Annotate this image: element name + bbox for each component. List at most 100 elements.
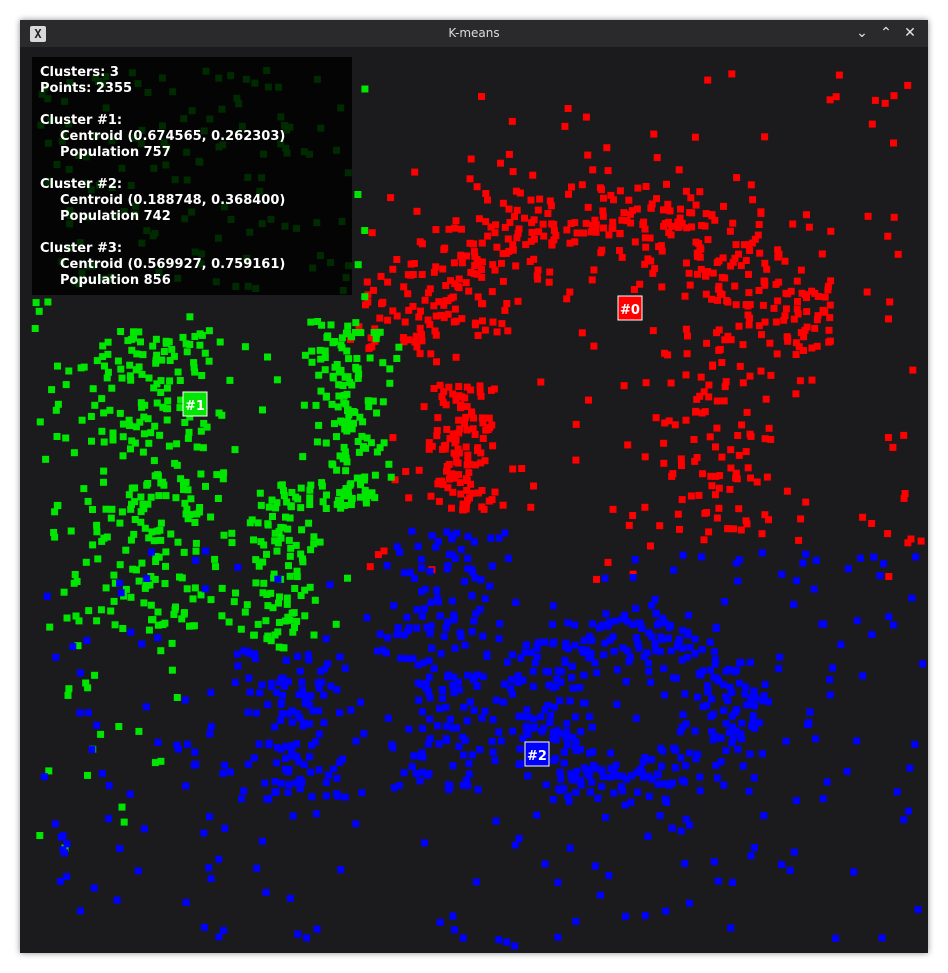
data-point: [363, 278, 371, 286]
data-point: [100, 438, 108, 446]
close-icon[interactable]: ✕: [904, 25, 916, 41]
data-point: [191, 584, 199, 592]
data-point: [650, 130, 658, 138]
data-point: [533, 644, 541, 652]
data-point: [192, 539, 200, 547]
data-point: [755, 719, 763, 727]
data-point: [792, 390, 800, 398]
data-point: [365, 344, 373, 352]
data-point: [507, 676, 515, 684]
data-point: [320, 719, 328, 727]
data-point: [686, 749, 694, 757]
data-point: [127, 628, 135, 636]
data-point: [884, 434, 892, 441]
data-point: [475, 215, 483, 223]
data-point: [153, 527, 161, 535]
data-point: [474, 786, 482, 794]
data-point: [508, 117, 516, 125]
cluster-1-header: Cluster #1:: [40, 113, 123, 128]
data-point: [652, 647, 660, 655]
data-point: [471, 252, 479, 260]
data-point: [743, 408, 751, 416]
data-point: [62, 434, 70, 442]
data-point: [718, 453, 726, 461]
data-point: [393, 256, 401, 263]
data-point: [504, 235, 512, 243]
data-point: [886, 298, 894, 306]
data-point: [313, 438, 321, 446]
data-point: [647, 542, 654, 550]
data-point: [715, 734, 723, 742]
data-point: [597, 891, 604, 899]
data-point: [150, 537, 158, 545]
data-point: [664, 351, 672, 359]
data-point: [459, 751, 467, 759]
data-point: [262, 888, 270, 896]
data-point: [321, 354, 329, 361]
data-point: [284, 525, 292, 533]
data-point: [293, 567, 301, 575]
data-point: [588, 637, 596, 645]
data-point: [151, 575, 159, 583]
data-point: [42, 455, 50, 463]
data-point: [233, 650, 241, 658]
data-point: [130, 328, 137, 336]
data-point: [196, 330, 204, 338]
data-point: [738, 421, 746, 429]
data-point: [80, 485, 88, 493]
data-point: [749, 715, 757, 723]
data-point: [93, 357, 101, 365]
data-point: [354, 438, 362, 445]
data-point: [75, 617, 83, 625]
data-point: [683, 653, 691, 661]
data-point: [359, 418, 367, 426]
data-point: [352, 319, 360, 327]
data-point: [418, 331, 425, 339]
data-point: [127, 445, 134, 453]
data-point: [709, 736, 717, 744]
data-point: [727, 446, 735, 454]
data-point: [599, 212, 607, 220]
data-point: [545, 681, 553, 689]
data-point: [481, 707, 489, 715]
data-point: [336, 758, 344, 766]
data-point: [658, 636, 666, 643]
data-point: [618, 253, 626, 261]
data-point: [345, 411, 353, 419]
data-point: [813, 342, 821, 350]
data-point: [155, 492, 163, 500]
data-point: [118, 508, 126, 516]
data-point: [157, 757, 165, 765]
data-point: [732, 469, 740, 477]
data-point: [281, 754, 289, 762]
minimize-icon[interactable]: ⌄: [856, 25, 868, 41]
data-point: [571, 621, 579, 629]
data-point: [176, 573, 183, 581]
data-point: [544, 210, 552, 217]
data-point: [674, 510, 682, 518]
data-point: [60, 588, 68, 596]
data-point: [653, 771, 661, 779]
data-point: [792, 351, 800, 358]
title-bar[interactable]: X K-means ⌄ ⌃ ✕: [20, 20, 928, 47]
data-point: [682, 371, 690, 379]
data-point: [35, 307, 43, 315]
maximize-icon[interactable]: ⌃: [880, 25, 892, 41]
data-point: [685, 269, 693, 277]
data-point: [261, 779, 269, 787]
data-point: [466, 239, 474, 247]
data-point: [473, 682, 481, 690]
data-point: [609, 218, 617, 226]
data-point: [677, 205, 684, 213]
data-point: [391, 476, 399, 484]
data-point: [192, 556, 200, 564]
data-point: [449, 390, 457, 398]
data-point: [813, 316, 821, 324]
data-point: [83, 637, 91, 644]
data-point: [100, 409, 108, 417]
data-point: [451, 554, 459, 562]
data-point: [322, 792, 330, 800]
data-point: [69, 643, 77, 651]
data-point: [746, 750, 754, 758]
data-point: [627, 210, 634, 218]
